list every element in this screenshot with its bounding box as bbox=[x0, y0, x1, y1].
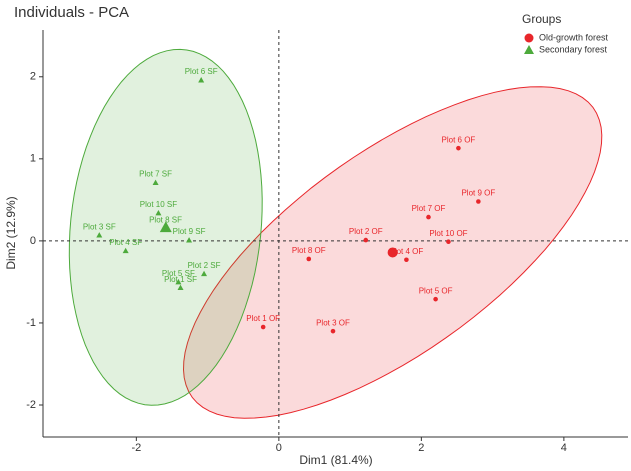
legend-marker bbox=[524, 45, 534, 54]
point-label: Plot 3 OF bbox=[316, 318, 350, 327]
point bbox=[175, 278, 182, 285]
point-label: Plot 7 SF bbox=[139, 170, 172, 179]
x-tick-label: -2 bbox=[131, 442, 141, 454]
point-label: Plot 8 SF bbox=[149, 216, 182, 225]
point-label: Plot 10 OF bbox=[429, 229, 467, 238]
point-label: Plot 10 SF bbox=[140, 200, 177, 209]
x-tick-label: 0 bbox=[276, 442, 282, 454]
point bbox=[446, 239, 451, 245]
y-tick-label: 2 bbox=[30, 71, 36, 83]
point-label: Plot 6 SF bbox=[185, 67, 218, 76]
legend-label: Secondary forest bbox=[539, 44, 608, 54]
point-label: Plot 5 OF bbox=[419, 286, 453, 295]
point-label: Plot 2 SF bbox=[188, 261, 221, 270]
legend-label: Old-growth forest bbox=[539, 32, 609, 42]
point bbox=[433, 296, 438, 302]
point bbox=[198, 77, 205, 83]
point bbox=[152, 179, 159, 186]
y-tick-label: -2 bbox=[26, 399, 36, 411]
y-tick-label: -1 bbox=[26, 317, 36, 329]
point-label: Plot 9 OF bbox=[461, 189, 495, 198]
point bbox=[177, 284, 184, 291]
y-tick-label: 1 bbox=[30, 153, 36, 165]
point-label: Plot 1 OF bbox=[246, 314, 280, 323]
point bbox=[456, 145, 461, 151]
point-label: Plot 1 SF bbox=[164, 275, 197, 284]
point bbox=[201, 270, 208, 277]
centroid bbox=[159, 221, 172, 233]
point-label: Plot 4 OF bbox=[389, 247, 423, 256]
point bbox=[476, 199, 481, 204]
x-tick-label: 2 bbox=[418, 442, 424, 454]
point bbox=[186, 237, 193, 243]
point-label: Plot 7 OF bbox=[412, 204, 446, 213]
point bbox=[426, 214, 431, 220]
point bbox=[306, 256, 312, 262]
point-label: Plot 4 SF bbox=[109, 238, 142, 247]
point bbox=[122, 247, 129, 254]
point-label: Plot 3 SF bbox=[83, 222, 116, 231]
x-axis-label: Dim1 (81.4%) bbox=[299, 453, 372, 467]
chart-title: Individuals - PCA bbox=[14, 4, 129, 21]
point-label: Plot 6 OF bbox=[442, 135, 476, 144]
point-label: Plot 2 OF bbox=[349, 227, 383, 236]
point bbox=[155, 209, 162, 216]
point bbox=[330, 328, 336, 334]
point bbox=[363, 237, 369, 243]
point bbox=[260, 324, 266, 330]
x-tick-label: 4 bbox=[561, 442, 567, 454]
y-axis-label: Dim2 (12.9%) bbox=[4, 196, 18, 269]
legend-marker bbox=[524, 33, 534, 43]
point bbox=[96, 232, 103, 238]
point-label: Plot 5 SF bbox=[162, 269, 195, 278]
y-tick-label: 0 bbox=[30, 235, 36, 247]
centroid bbox=[387, 247, 398, 258]
point bbox=[404, 257, 409, 263]
point-label: Plot 9 SF bbox=[173, 227, 206, 236]
legend-title: Groups bbox=[522, 12, 561, 26]
point-label: Plot 8 OF bbox=[292, 246, 326, 255]
